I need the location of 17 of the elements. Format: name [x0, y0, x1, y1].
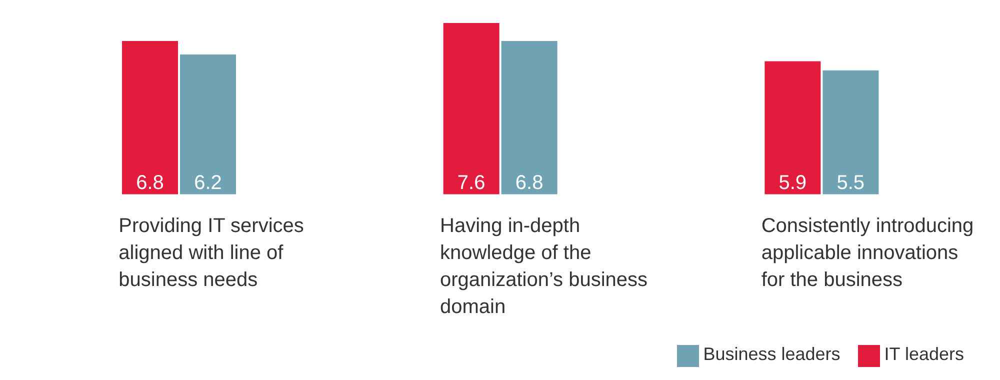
data-label: 5.5 — [836, 172, 865, 194]
bar — [122, 41, 178, 194]
x-tick-label: Providing IT services aligned with line of business needs — [118, 215, 304, 292]
bar — [443, 23, 500, 194]
data-label: 7.6 — [457, 172, 486, 194]
bar — [822, 70, 879, 194]
data-label: 6.8 — [515, 172, 544, 194]
legend-label: Business leaders — [703, 344, 840, 364]
legend-label: IT leaders — [884, 344, 964, 364]
bar — [180, 54, 236, 194]
x-tick-label: Consistently introducing applicable innovations for the business — [761, 215, 974, 292]
data-label: 6.2 — [194, 172, 222, 194]
bar — [501, 41, 558, 194]
data-label: 6.8 — [136, 172, 164, 194]
x-tick-label: Having in-depth knowledge of the organization’s business domain — [440, 215, 648, 318]
bar — [764, 61, 821, 194]
data-label: 5.9 — [778, 172, 807, 194]
